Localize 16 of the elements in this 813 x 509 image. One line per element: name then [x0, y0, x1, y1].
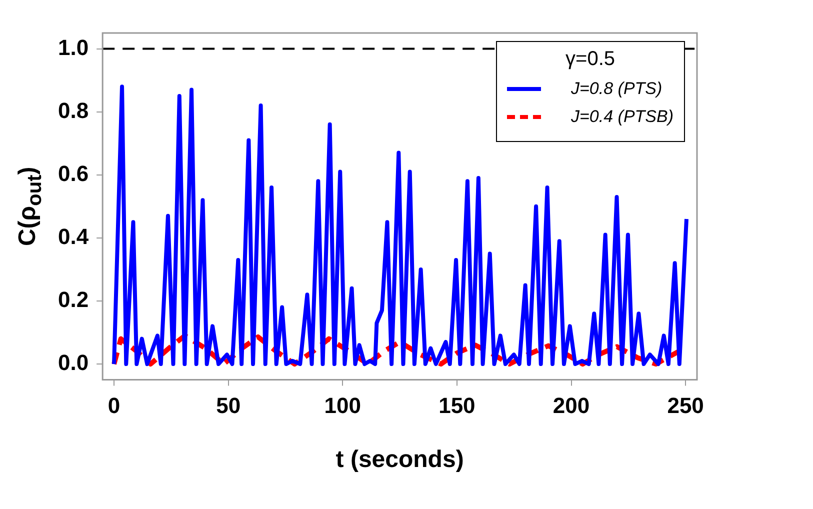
- x-tick-label: 50: [216, 393, 241, 418]
- x-tick-label: 250: [667, 393, 704, 418]
- x-tick-label: 200: [552, 393, 590, 418]
- x-axis-title: t (seconds): [336, 446, 464, 474]
- legend-title: γ=0.5: [564, 48, 616, 71]
- x-tick-label: 100: [324, 393, 361, 418]
- y-tick-label: 0.0: [58, 350, 89, 376]
- y-tick-label: 0.6: [58, 160, 89, 186]
- y-tick-label: 0.4: [58, 224, 90, 249]
- legend-label: J=0.4 (PTSB): [571, 107, 674, 127]
- y-tick-label: 0.8: [58, 98, 89, 123]
- x-tick-label: 0: [108, 393, 120, 418]
- x-tick-label: 150: [438, 393, 476, 418]
- y-tick-label: 1.0: [58, 34, 89, 60]
- y-tick-label: 0.2: [58, 287, 89, 312]
- legend-label: J=0.8 (PTS): [571, 79, 662, 99]
